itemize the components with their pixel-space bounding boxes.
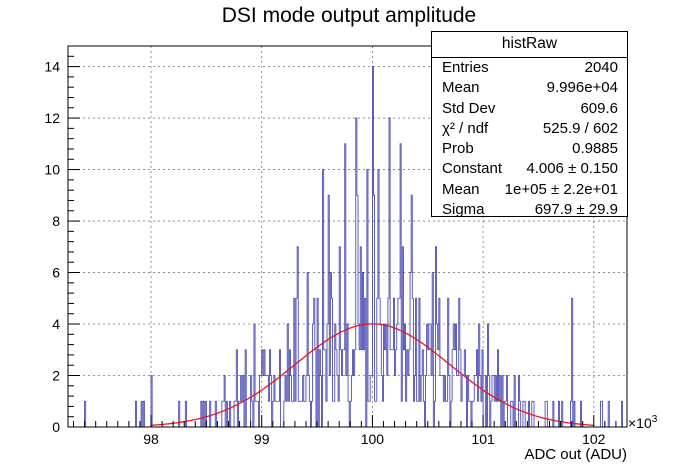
stats-value: 4.006 ± 0.150 xyxy=(526,160,618,178)
stats-value: 9.996e+04 xyxy=(546,79,618,97)
stats-key: Mean xyxy=(442,180,480,198)
y-tick-label: 2 xyxy=(52,368,60,384)
stats-row: Prob 0.9885 xyxy=(432,139,627,159)
y-tick-label: 12 xyxy=(44,110,60,126)
stats-row: Constant 4.006 ± 0.150 xyxy=(432,159,627,179)
plot-frame xyxy=(67,45,628,428)
axis-ticks: 0 2 4 6 8 10 12 14 98 99 100 101 102 xyxy=(44,55,617,447)
y-tick-label: 4 xyxy=(52,316,60,332)
stats-value: 609.6 xyxy=(580,99,618,117)
stats-key: χ² / ndf xyxy=(442,119,489,137)
svg-text:×103: ×103 xyxy=(628,414,658,431)
stats-row: Sigma 697.9 ± 29.9 xyxy=(432,200,627,220)
stats-key: Prob xyxy=(442,140,474,158)
stats-value: 0.9885 xyxy=(572,140,618,158)
stats-value: 525.9 / 602 xyxy=(542,119,618,137)
y-tick-label: 6 xyxy=(52,265,60,281)
x-multiplier-base: ×10 xyxy=(628,415,652,431)
x-tick-label: 99 xyxy=(254,431,270,447)
stats-row: χ² / ndf 525.9 / 602 xyxy=(432,119,627,139)
x-multiplier-exponent: 3 xyxy=(652,414,658,425)
stats-row: Std Dev 609.6 xyxy=(432,99,627,119)
gaussian-fit-curve xyxy=(150,323,594,426)
x-axis-label: ADC out (ADU) xyxy=(524,446,627,463)
stats-value: 697.9 ± 29.9 xyxy=(534,201,618,219)
stats-key: Mean xyxy=(442,79,480,97)
stats-key: Sigma xyxy=(442,201,485,219)
stats-key: Entries xyxy=(442,59,489,76)
stats-key: Constant xyxy=(442,160,503,178)
x-tick-label: 102 xyxy=(582,431,606,447)
x-tick-label: 100 xyxy=(361,431,385,447)
stats-row: Mean 1e+05 ± 2.2e+01 xyxy=(432,180,627,200)
x-tick-label: 101 xyxy=(471,431,495,447)
stats-row: Mean 9.996e+04 xyxy=(432,78,627,98)
stats-value: 1e+05 ± 2.2e+01 xyxy=(504,180,618,198)
stats-box-title: histRaw xyxy=(432,32,627,58)
chart-title: DSI mode output amplitude xyxy=(221,4,477,27)
stats-key: Std Dev xyxy=(442,99,496,117)
y-tick-label: 10 xyxy=(44,162,60,178)
stats-value: 2040 xyxy=(584,59,618,76)
stats-box: histRaw Entries 2040 Mean 9.996e+04 Std Dev 6… xyxy=(431,31,628,220)
y-tick-label: 8 xyxy=(52,213,60,229)
x-axis-multiplier: ×103 xyxy=(628,414,658,431)
stats-row: Entries 2040 xyxy=(432,58,627,78)
y-tick-label: 0 xyxy=(52,419,60,435)
y-tick-label: 14 xyxy=(44,59,60,75)
x-tick-label: 98 xyxy=(143,431,159,447)
